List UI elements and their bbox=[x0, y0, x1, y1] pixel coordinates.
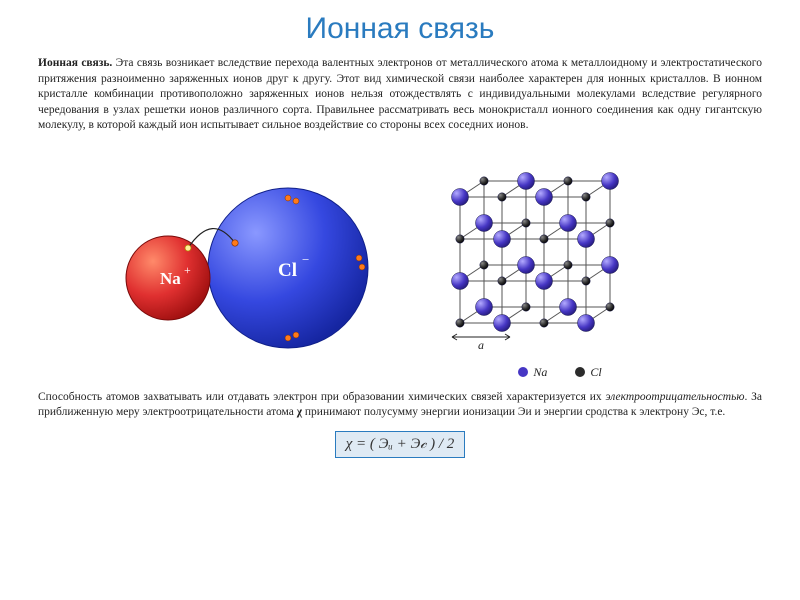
p2-emph: электроотрицательностью bbox=[605, 391, 744, 403]
lattice-legend: Na Cl bbox=[430, 365, 690, 380]
formula-container: χ = ( Эᵤ + Э𝒸 ) / 2 bbox=[0, 431, 800, 458]
figure-ion-transfer: Na + Cl − bbox=[110, 168, 390, 358]
legend-cl: Cl bbox=[575, 365, 601, 380]
transfer-electron-src-icon bbox=[185, 245, 191, 251]
figures-row: Na + Cl − a Na Cl bbox=[0, 148, 800, 378]
p2-part3: принимают полусумму энергии ионизации Эи… bbox=[302, 406, 725, 418]
p2-part1: Способность атомов захватывать или отдав… bbox=[38, 391, 605, 403]
legend-na: Na bbox=[518, 365, 547, 380]
page-title: Ионная связь bbox=[0, 0, 800, 56]
transfer-electron-dst-icon bbox=[232, 239, 238, 245]
para1-body: Эта связь возникает вследствие перехода … bbox=[38, 57, 762, 131]
formula-box: χ = ( Эᵤ + Э𝒸 ) / 2 bbox=[335, 431, 466, 458]
na-charge: + bbox=[184, 263, 191, 277]
paragraph-1: Ионная связь. Эта связь возникает вследс… bbox=[0, 56, 800, 134]
paragraph-2: Способность атомов захватывать или отдав… bbox=[0, 390, 800, 421]
cl-label: Cl bbox=[278, 260, 297, 281]
para1-lead: Ионная связь. bbox=[38, 57, 112, 69]
figure-lattice: a Na Cl bbox=[430, 153, 690, 373]
na-label: Na bbox=[160, 269, 181, 288]
cl-charge: − bbox=[302, 252, 309, 267]
svg-text:a: a bbox=[478, 338, 484, 352]
